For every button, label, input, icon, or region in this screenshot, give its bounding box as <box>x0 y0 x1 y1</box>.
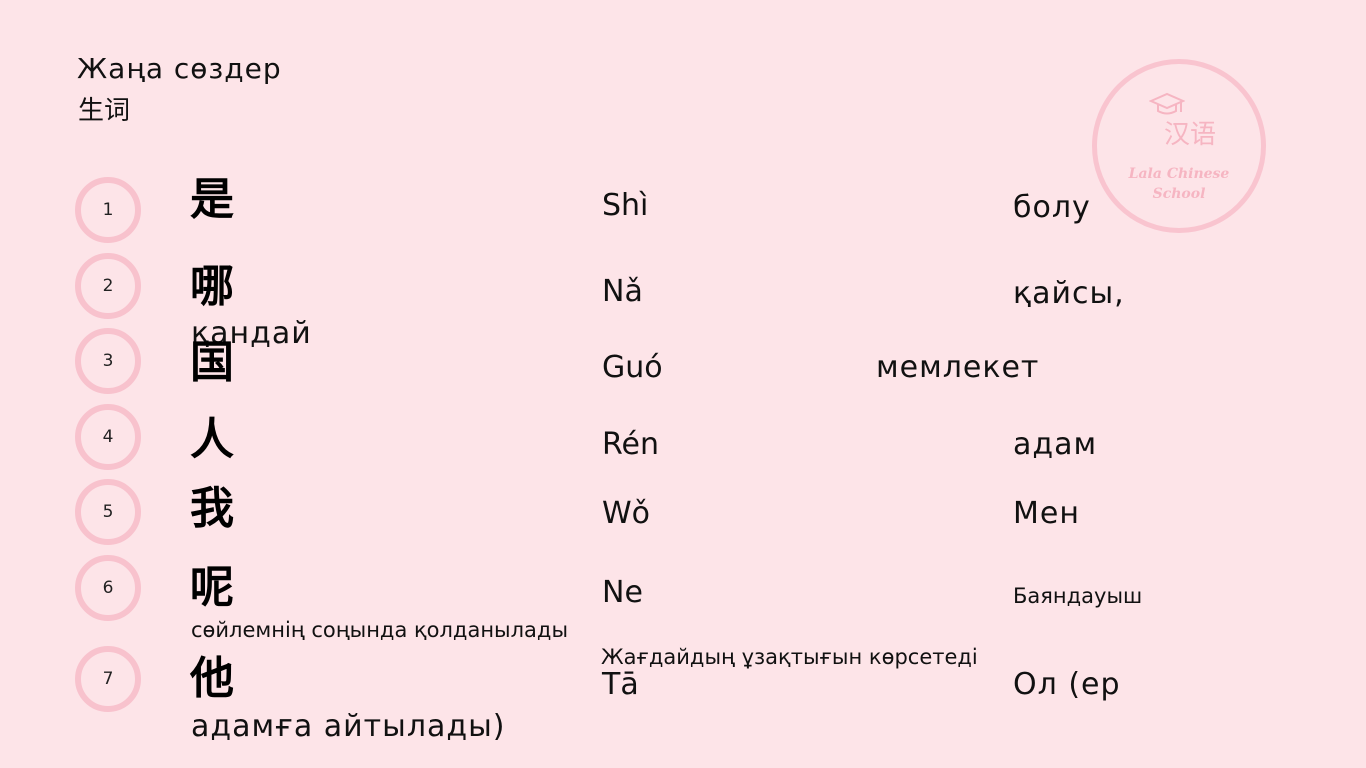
pinyin-word: Guó <box>602 350 663 385</box>
pinyin-word: Ne <box>602 575 643 610</box>
row-number-badge: 3 <box>75 328 141 394</box>
pinyin-word: Wǒ <box>602 496 651 531</box>
hanzi-word: 是 <box>190 174 234 225</box>
meaning-word: Мен <box>1013 496 1080 531</box>
row-number-badge: 5 <box>75 479 141 545</box>
meaning-continuation: адамға айтылады) <box>191 709 506 744</box>
meaning-word: адам <box>1013 427 1098 462</box>
hanzi-word: 他 <box>190 653 234 704</box>
logo-chinese-text: 汉语 <box>1163 120 1216 150</box>
pinyin-word: Tā <box>602 667 639 702</box>
hanzi-word: 人 <box>190 414 234 465</box>
pinyin-word: Rén <box>602 427 659 462</box>
page-title: Жаңа сөздер <box>77 52 282 85</box>
hanzi-word: 呢 <box>190 562 234 613</box>
logo-school-name: Lala Chinese School <box>1128 166 1230 202</box>
school-logo: 汉语 Lala Chinese School <box>1092 59 1266 233</box>
meaning-word: Ол (ер <box>1013 667 1121 702</box>
row-number-badge: 1 <box>75 177 141 243</box>
meaning-word: мемлекет <box>876 350 1040 385</box>
page-subtitle: 生词 <box>78 96 131 126</box>
meaning-continuation: сөйлемнің соңында қолданылады <box>191 618 569 642</box>
hanzi-word: 我 <box>190 483 234 534</box>
pinyin-word: Nǎ <box>602 274 643 309</box>
graduation-cap-icon <box>1149 92 1185 115</box>
meaning-continuation: қандай <box>191 316 312 351</box>
hanzi-word: 国 <box>190 337 234 388</box>
row-number-badge: 4 <box>75 404 141 470</box>
row-number-badge: 2 <box>75 253 141 319</box>
pinyin-word: Shì <box>602 188 649 223</box>
row-number-badge: 6 <box>75 555 141 621</box>
meaning-note: Жағдайдың ұзақтығын көрсетеді <box>601 645 978 669</box>
row-number-badge: 7 <box>75 646 141 712</box>
meaning-word: болу <box>1013 190 1091 225</box>
meaning-word: Баяндауыш <box>1013 584 1143 608</box>
meaning-word: қайсы, <box>1013 276 1125 311</box>
hanzi-word: 哪 <box>190 261 234 312</box>
